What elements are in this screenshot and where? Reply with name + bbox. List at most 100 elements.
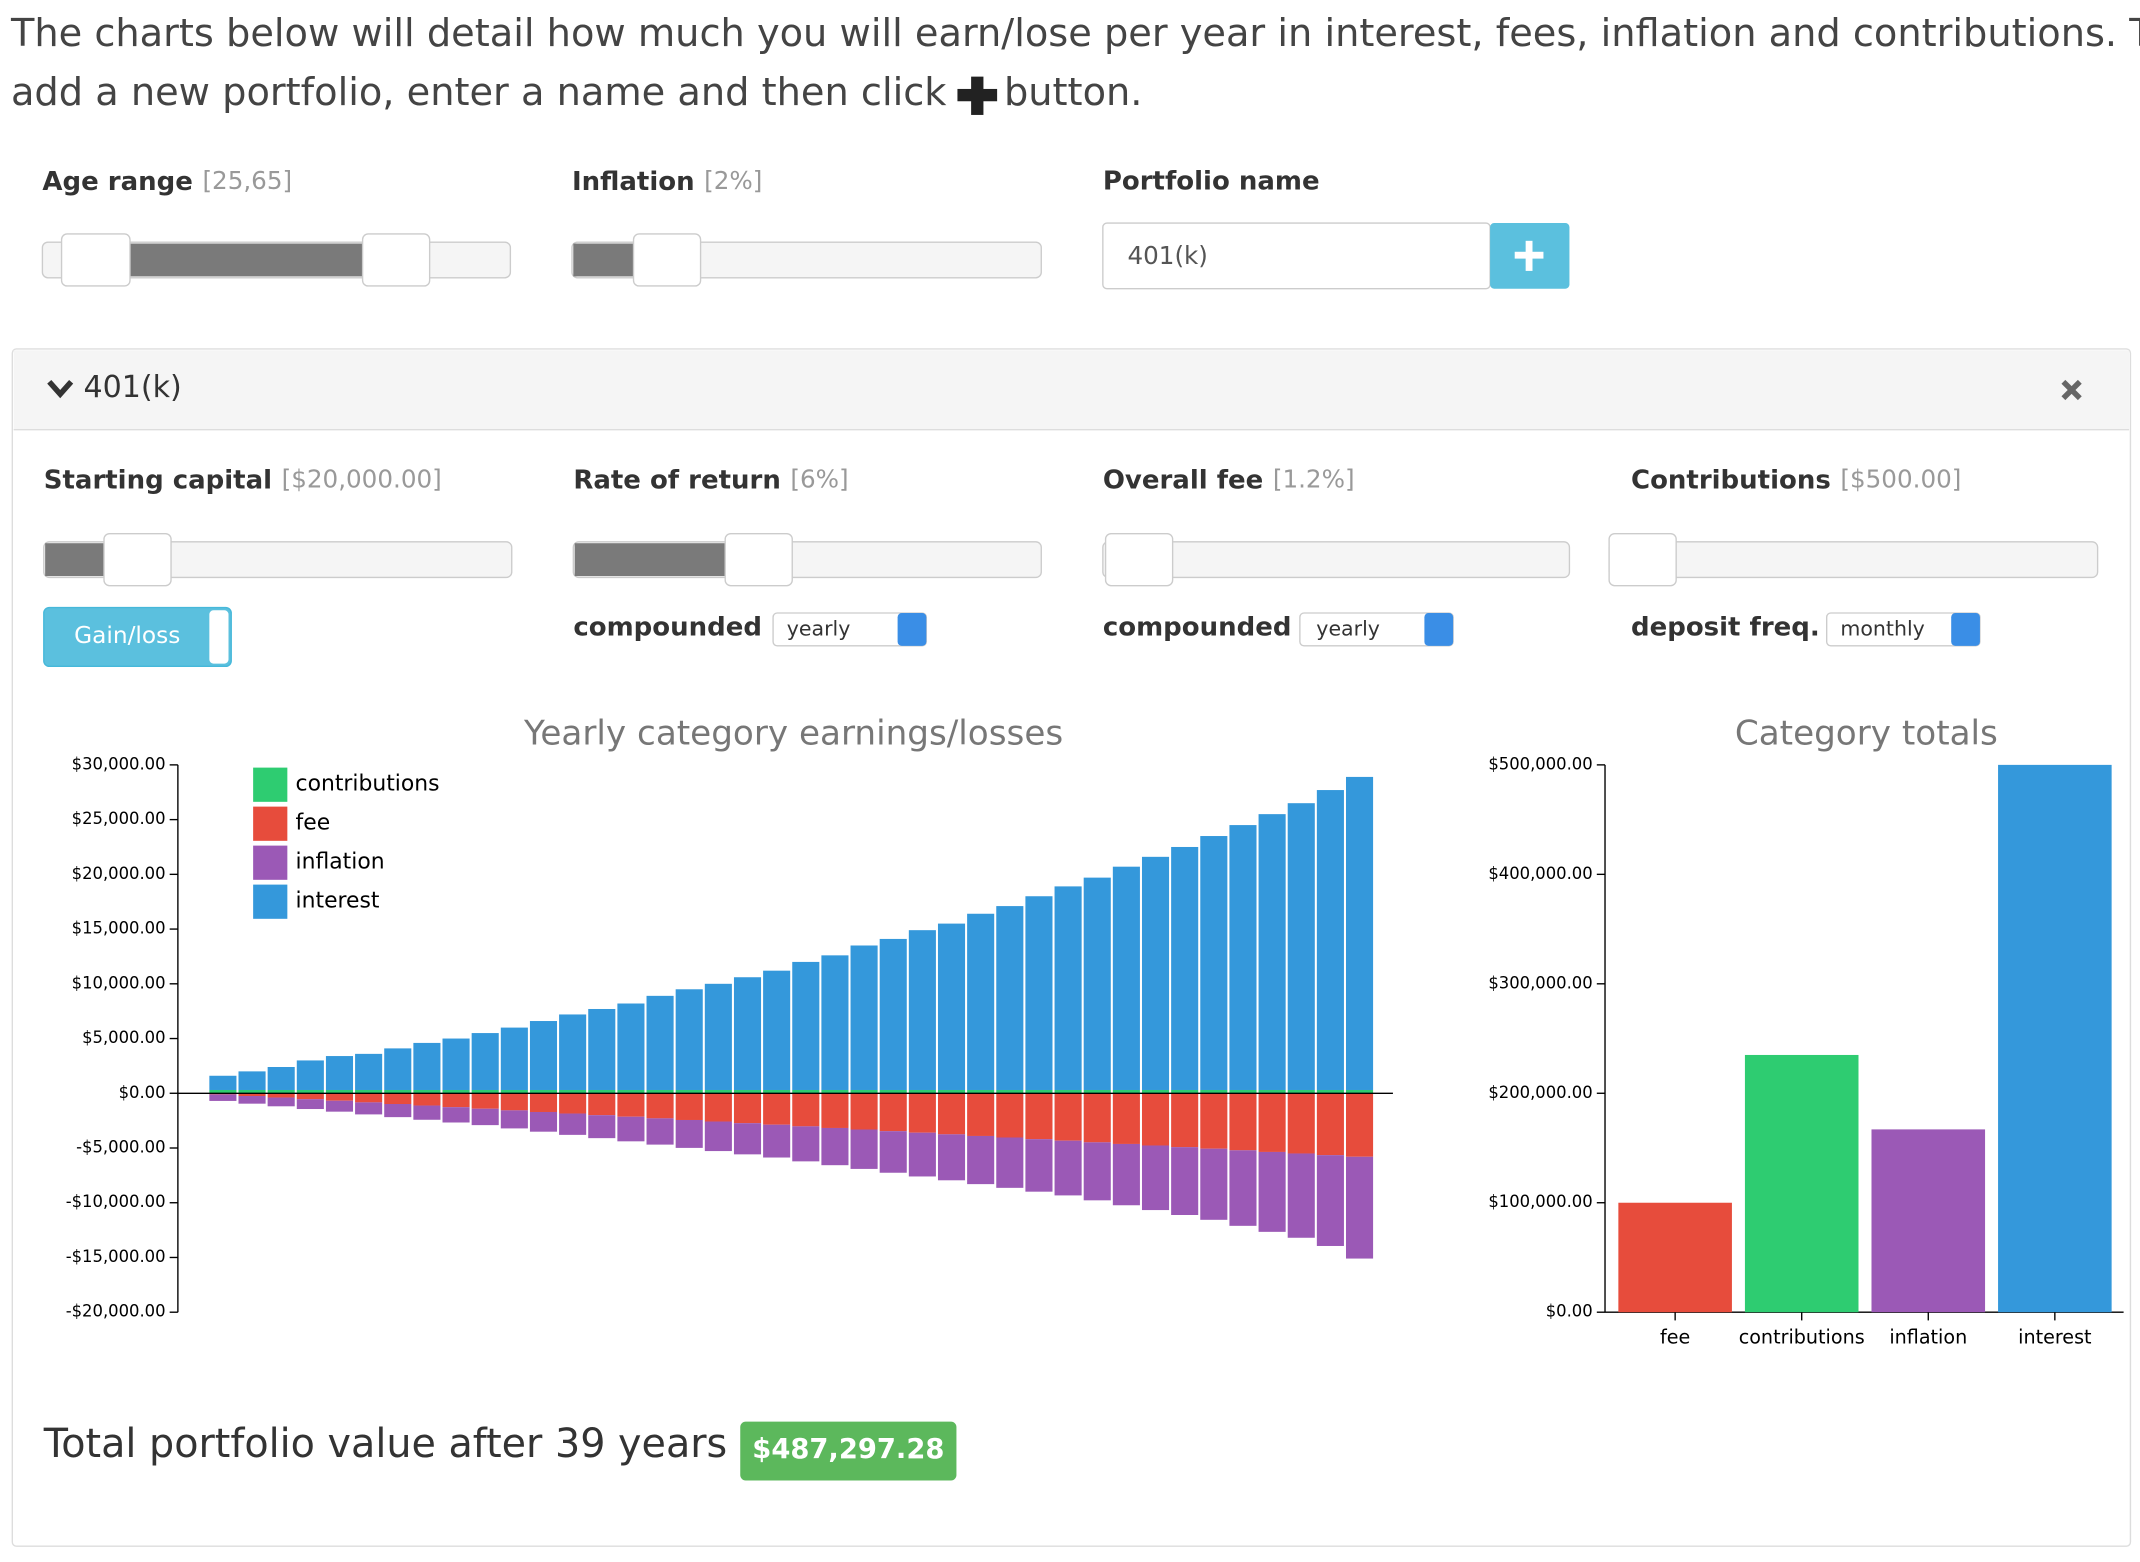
bar-segment: [238, 1096, 266, 1104]
legend-swatch: [253, 884, 288, 919]
y-tick-label: $20,000.00: [72, 864, 166, 883]
bar-segment: [646, 1093, 674, 1119]
bar-segment: [996, 1137, 1024, 1188]
bar-segment: [967, 1093, 995, 1136]
y-tick-label: -$20,000.00: [66, 1302, 166, 1321]
bar-segment: [850, 1089, 878, 1094]
bar-segment: [937, 923, 966, 1090]
y-tick-label: $100,000.00: [1488, 1192, 1592, 1211]
y-tick-label: $15,000.00: [72, 919, 166, 938]
bar-segment: [646, 1089, 674, 1094]
bar-segment: [675, 1089, 703, 1094]
total-badge: [740, 1421, 957, 1481]
bar-segment: [355, 1089, 383, 1094]
bar-segment: [1287, 1153, 1315, 1238]
bar-segment: [209, 1094, 237, 1101]
intro: button.: [1004, 70, 1143, 115]
bar-segment: [1171, 1147, 1199, 1215]
bar-segment: [850, 945, 878, 1090]
bar-segment: [733, 977, 762, 1090]
bar: [1744, 1054, 1859, 1313]
bar-segment: [821, 1093, 849, 1128]
bar-segment: [792, 1089, 820, 1094]
bar-segment: [1287, 1089, 1315, 1094]
bar-segment: [1258, 1089, 1286, 1094]
bar-segment: [1083, 1142, 1111, 1201]
bar-segment: [471, 1093, 499, 1109]
bar-segment: [1200, 836, 1228, 1090]
bar-segment: [1025, 1093, 1053, 1140]
gain-loss-toggle[interactable]: [43, 606, 232, 668]
bar-segment: [1345, 1156, 1374, 1259]
name-input-value: 401(k): [1127, 241, 1207, 270]
bar-segment: [442, 1089, 470, 1094]
bar-segment: [908, 930, 936, 1090]
close-icon[interactable]: [2061, 379, 2082, 401]
bar-segment: [1141, 856, 1170, 1090]
bar-segment: [471, 1033, 499, 1090]
bar-segment: [1316, 1089, 1344, 1094]
contributions-label: Contributions [$500.00]: [1631, 464, 1961, 495]
y-tick-label: -$15,000.00: [66, 1247, 166, 1266]
x-tick-label: contributions: [1739, 1326, 1865, 1349]
return-slider[interactable]: [572, 532, 1042, 587]
bar-segment: [908, 1093, 936, 1133]
bar-segment: [1200, 1093, 1228, 1149]
bar-segment: [267, 1093, 295, 1098]
return-select[interactable]: [772, 612, 928, 647]
collapse-icon[interactable]: [47, 379, 74, 399]
bar-segment: [617, 1093, 645, 1117]
bar-segment: [617, 1089, 645, 1094]
bar-segment: [879, 1093, 907, 1132]
bar-segment: [325, 1089, 354, 1094]
bar-segment: [1083, 877, 1111, 1090]
bar-segment: [413, 1093, 441, 1106]
bar-segment: [1200, 1148, 1228, 1220]
deposit-select[interactable]: [1825, 612, 1981, 647]
y-tick-label: $30,000.00: [72, 754, 166, 773]
panel-title: 401(k): [83, 370, 181, 405]
fee-label: Overall fee [1.2%]: [1103, 464, 1355, 495]
x-tick-label: inflation: [1889, 1326, 1967, 1349]
panel-header: [13, 350, 2130, 430]
bar-segment: [1258, 1151, 1286, 1232]
compounded-label: compounded: [573, 613, 762, 643]
capital-slider[interactable]: [43, 532, 513, 587]
compounded-label: compounded: [1103, 613, 1292, 643]
bar: [1998, 764, 2112, 1313]
legend-label: contributions: [296, 772, 440, 797]
fee-select[interactable]: [1299, 612, 1454, 647]
contributions-slider[interactable]: [1608, 532, 2099, 587]
fee-slider[interactable]: [1102, 532, 1571, 587]
bar-segment: [384, 1089, 412, 1094]
bar-segment: [792, 1126, 820, 1162]
add-button[interactable]: [1490, 223, 1570, 289]
bar-segment: [1258, 1093, 1286, 1152]
bar-segment: [1171, 1089, 1199, 1094]
y-tick-label: $0.00: [119, 1083, 166, 1102]
bar-segment: [763, 1124, 791, 1158]
bar-segment: [1345, 1093, 1374, 1157]
bar-segment: [792, 961, 820, 1090]
bar-segment: [821, 1089, 849, 1094]
bar-segment: [879, 1131, 907, 1173]
portfolio-name-label: Portfolio name: [1103, 166, 1320, 196]
bar-segment: [1025, 1089, 1053, 1094]
bar-segment: [355, 1053, 383, 1090]
bar-segment: [442, 1038, 470, 1090]
bar-segment: [238, 1071, 266, 1090]
x-tick-label: interest: [2018, 1326, 2092, 1349]
y-tick-label: $500,000.00: [1488, 754, 1592, 773]
total-value: $487,297.28: [752, 1434, 944, 1465]
bar-segment: [413, 1089, 441, 1094]
bar-segment: [559, 1093, 587, 1114]
y-tick-label: -$10,000.00: [66, 1192, 166, 1211]
bar-segment: [792, 1093, 820, 1127]
bar-segment: [821, 1127, 849, 1166]
bar-segment: [588, 1115, 616, 1139]
age-slider[interactable]: [41, 233, 512, 287]
bar-segment: [384, 1103, 412, 1118]
bar-segment: [821, 955, 849, 1090]
inflation-slider[interactable]: [571, 233, 1042, 287]
bar-segment: [1287, 1093, 1315, 1154]
